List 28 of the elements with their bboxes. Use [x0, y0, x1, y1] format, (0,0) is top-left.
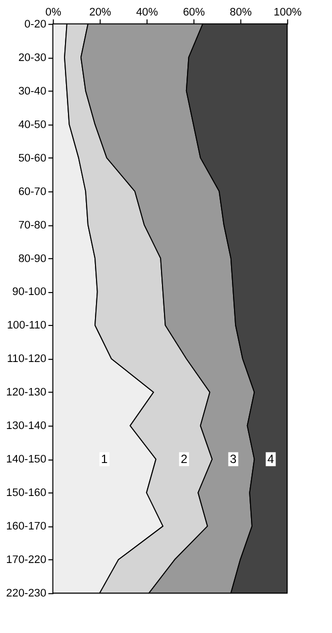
- y-tick-label: 40-50: [18, 118, 46, 131]
- x-tick-label: 0%: [45, 6, 62, 18]
- series-label: 3: [230, 452, 237, 466]
- x-tick-label: 60%: [182, 6, 206, 18]
- x-tick-label: 100%: [274, 6, 302, 18]
- y-tick-label: 50-60: [18, 152, 46, 164]
- series-label: 1: [101, 452, 108, 466]
- x-tick-label: 20%: [89, 6, 112, 18]
- y-tick-label: 120-130: [6, 386, 46, 399]
- y-tick-label: 90-100: [12, 286, 46, 298]
- y-tick-label: 60-70: [18, 186, 46, 198]
- y-tick-label: 160-170: [6, 520, 46, 533]
- y-tick-label: 80-90: [18, 252, 46, 265]
- x-tick-label: 40%: [136, 6, 158, 18]
- y-tick-label: 140-150: [6, 454, 46, 466]
- y-tick-label: 30-40: [18, 85, 46, 98]
- y-tick-label: 110-120: [6, 353, 46, 366]
- series-label: 4: [267, 452, 274, 466]
- y-tick-label: 100-110: [6, 320, 46, 332]
- y-tick-label: 0-20: [24, 18, 46, 30]
- series-label: 2: [180, 452, 188, 466]
- x-tick-label: 80%: [230, 6, 252, 18]
- y-tick-label: 130-140: [6, 420, 46, 432]
- y-tick-label: 220-230: [6, 588, 46, 600]
- y-tick-label: 150-160: [6, 487, 46, 500]
- y-tick-label: 170-220: [6, 554, 46, 566]
- y-tick-label: 70-80: [18, 219, 46, 232]
- y-tick-label: 20-30: [18, 52, 46, 64]
